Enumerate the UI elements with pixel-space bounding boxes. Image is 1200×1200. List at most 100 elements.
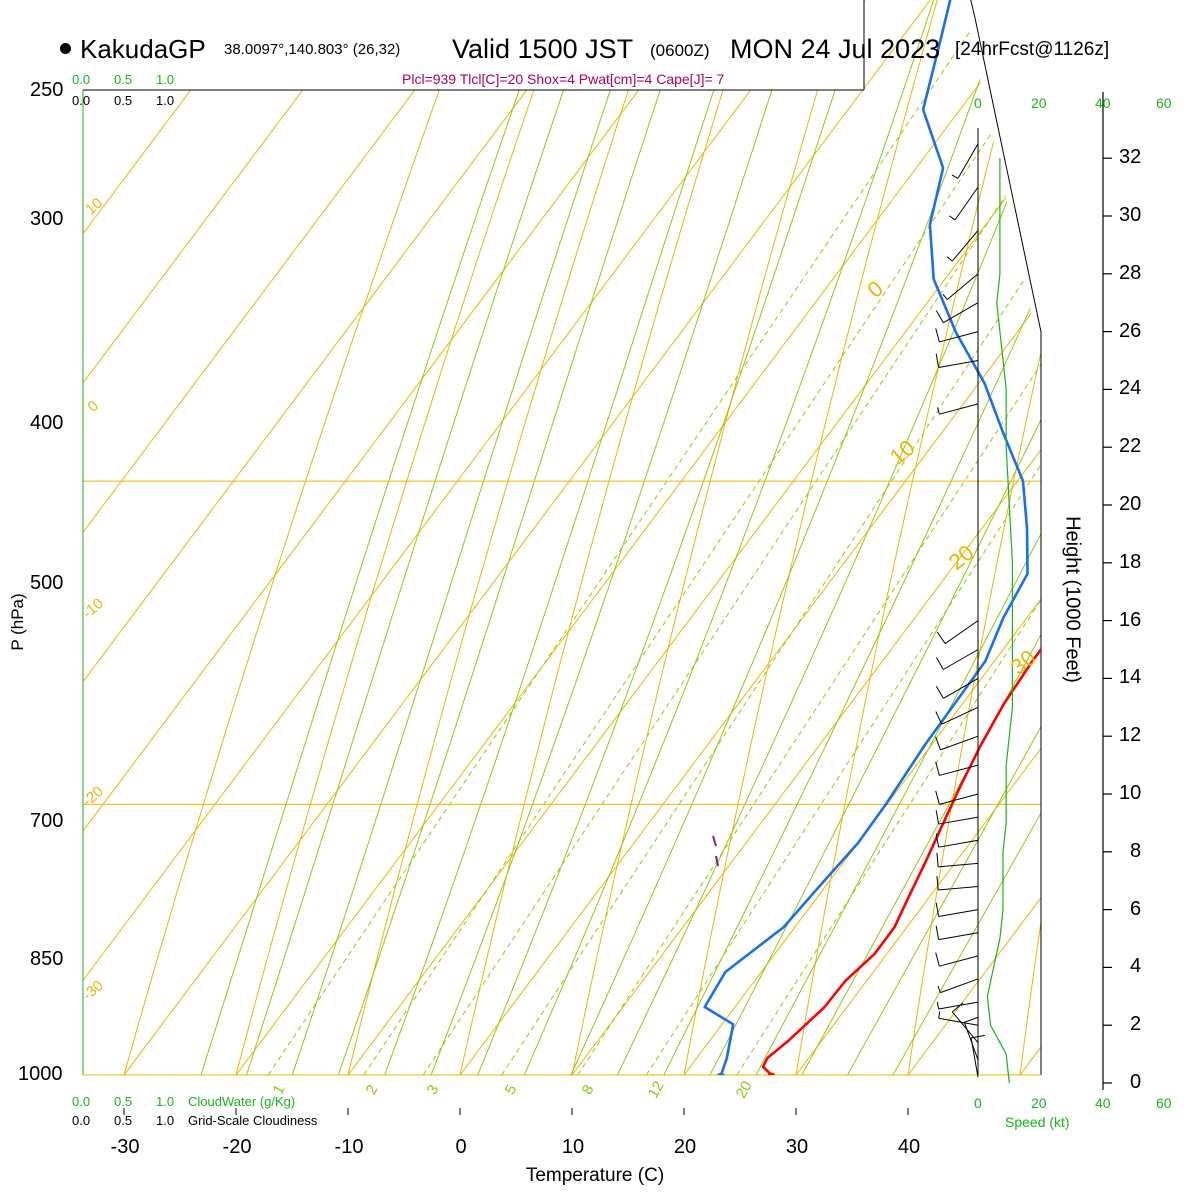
- height-tick-label: 4: [1130, 955, 1142, 978]
- wind-barb-shaft: [940, 735, 979, 751]
- wind-barb-flag: [935, 952, 940, 967]
- sounding-curves: [703, 0, 1041, 1075]
- wind-barb-shaft: [938, 1001, 979, 1010]
- isotherm-line: [83, 0, 1041, 1075]
- skewt-grid: [83, 0, 1041, 1075]
- cloud-tick-bottom: 0.0: [72, 1094, 91, 1109]
- wind-barb: [949, 186, 979, 221]
- wind-barb: [942, 273, 979, 300]
- height-tick-label: 10: [1119, 782, 1142, 804]
- isotherm-line: [286, 0, 1041, 1075]
- wind-barb-shaft: [938, 885, 979, 891]
- isotherm-line: [83, 0, 1041, 1075]
- isotherm-label: 0: [84, 397, 101, 415]
- wind-barb-flag: [935, 761, 940, 776]
- wind-barb-flag: [935, 833, 940, 848]
- wind-barb: [935, 902, 979, 918]
- wind-barb: [935, 353, 979, 368]
- pressure-tick-label: 500: [30, 572, 64, 594]
- temperature-tick-label: 20: [673, 1136, 697, 1158]
- moist-adiabat: [577, 0, 1041, 1075]
- wind-barb-shaft: [938, 360, 979, 368]
- moist-adiabat: [488, 0, 1041, 1075]
- height-tick-label: 24: [1119, 377, 1142, 400]
- mixing-ratio-label: 2: [363, 1082, 382, 1098]
- valid-date: MON 24 Jul 2023: [730, 34, 941, 64]
- wind-barb-flag: [937, 985, 941, 993]
- wind-barb-shaft: [938, 932, 979, 941]
- isotherm-label: 10: [82, 195, 106, 219]
- wind-barb: [951, 1002, 979, 1043]
- wind-speed-profile: [986, 158, 1013, 1084]
- mixing-ratio-line: [501, 0, 1041, 1075]
- cloudiness-tick-bottom: 0.5: [114, 1113, 133, 1128]
- height-tick-label: 32: [1119, 146, 1142, 169]
- dry-adiabat: [668, 0, 1041, 1075]
- moist-adiabat: [264, 0, 1041, 1075]
- wind-barb-flag: [964, 1017, 978, 1023]
- wind-barb-shaft: [939, 793, 979, 805]
- wind-barb: [936, 875, 979, 891]
- wind-barb-flag: [942, 293, 948, 300]
- wind-barb-shaft: [957, 143, 979, 179]
- wind-barb: [935, 649, 979, 670]
- wind-barb: [938, 1011, 979, 1026]
- temperature-tick-label: -30: [110, 1136, 140, 1158]
- wind-barb-flag: [938, 1011, 941, 1019]
- wind-speed-tick: 20: [1031, 95, 1047, 111]
- height-tick-label: 18: [1119, 550, 1142, 573]
- x-axis-title: Temperature (C): [525, 1165, 665, 1186]
- mixing-ratio-label: 8: [579, 1082, 598, 1098]
- cloudwater-label: CloudWater (g/Kg): [188, 1094, 296, 1109]
- height-tick-label: 16: [1119, 608, 1142, 631]
- wind-barb: [935, 735, 979, 751]
- site-coordinates: 38.0097°,140.803° (26,32): [224, 41, 401, 58]
- cloudiness-tick-bottom: 0.0: [72, 1113, 91, 1128]
- isotherm-line: [174, 0, 1041, 1075]
- isotherm-line: [83, 0, 1041, 1075]
- wind-barb-flag: [935, 328, 940, 343]
- wind-barb-flag: [936, 875, 939, 891]
- isotherm-line: [83, 0, 1041, 1075]
- wind-barb-shaft: [939, 331, 979, 343]
- dry-adiabat: [782, 0, 1041, 1075]
- wind-barb: [936, 620, 979, 644]
- height-tick-label: 8: [1130, 839, 1142, 862]
- wind-barb-flag: [936, 852, 939, 867]
- wind-barb-flag: [951, 174, 959, 179]
- height-tick-label: 2: [1130, 1013, 1142, 1036]
- wind-barb: [951, 143, 979, 179]
- cloudiness-label: Grid-Scale Cloudiness: [188, 1113, 318, 1128]
- wind-barb-flag: [936, 631, 946, 644]
- height-tick-label: 30: [1119, 204, 1142, 226]
- dry-adiabat: [555, 0, 1041, 1075]
- moist-adiabat: [443, 0, 1041, 1075]
- forecast-info: [24hrFcst@1126z]: [955, 39, 1110, 60]
- wind-barb-flag: [935, 657, 944, 670]
- dry-adiabat: [1009, 0, 1041, 1075]
- wind-speed-tick: 40: [1095, 1095, 1111, 1111]
- isotherm-label: 30: [1006, 645, 1041, 680]
- temperature-tick-label: 40: [897, 1136, 921, 1158]
- wind-barb-flag: [946, 256, 953, 262]
- temperature-tick-label: 10: [561, 1136, 585, 1158]
- wind-barb-shaft: [939, 764, 979, 776]
- dry-adiabat: [100, 0, 995, 1075]
- wind-speed-tick: 20: [1031, 1095, 1047, 1111]
- wind-barb-shaft: [940, 978, 979, 994]
- wind-barb-shaft: [944, 620, 979, 644]
- wind-barb-flag: [935, 925, 940, 940]
- wind-barb-flag: [935, 686, 944, 699]
- mixing-ratio-line: [645, 0, 1041, 1075]
- frame-tropopause-edge: [970, 0, 1042, 1075]
- wind-barb: [935, 810, 979, 825]
- wind-barb-shaft: [938, 1017, 979, 1026]
- moist-adiabat: [712, 0, 1041, 1075]
- wind-barb-shaft: [951, 1011, 979, 1043]
- wind-speed-tick: 60: [1156, 95, 1172, 111]
- wind-barb-shaft: [939, 955, 979, 967]
- moist-adiabat: [667, 0, 1041, 1075]
- isotherm-line: [83, 0, 1011, 1075]
- cloud-tick-bottom: 1.0: [156, 1094, 175, 1109]
